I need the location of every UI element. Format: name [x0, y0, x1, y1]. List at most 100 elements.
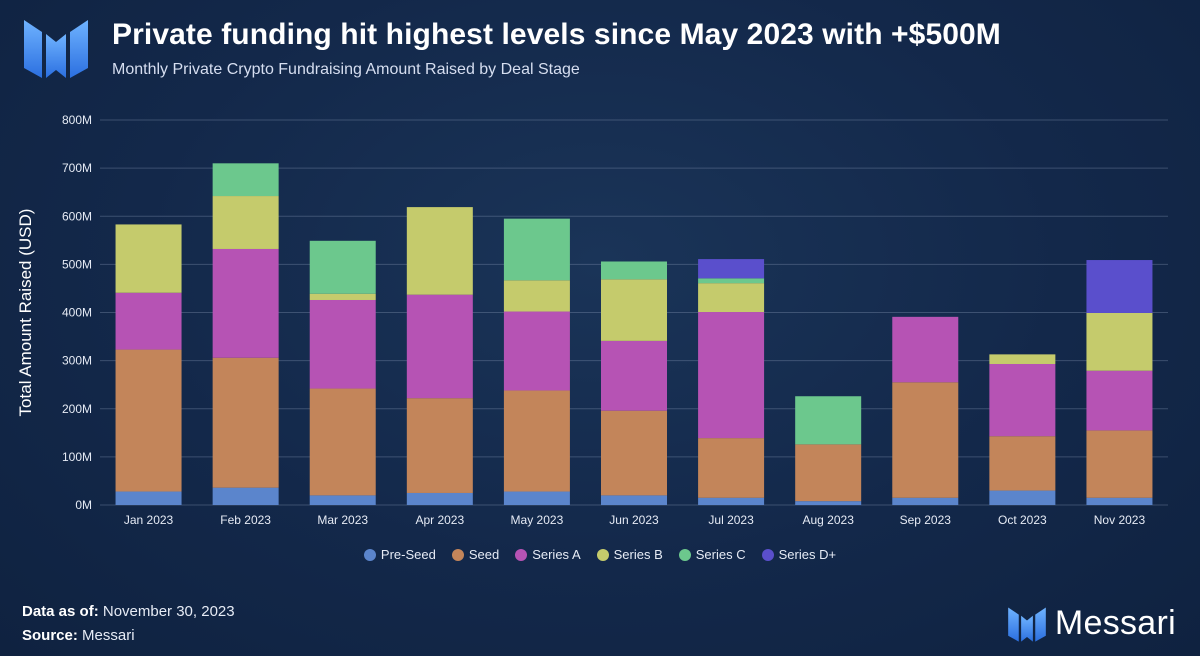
x-tick-label: Nov 2023: [1094, 513, 1146, 527]
legend-item: Series C: [678, 547, 746, 562]
chart-title: Private funding hit highest levels since…: [112, 18, 1001, 51]
bar-series-c-feb-2023: [212, 163, 279, 197]
y-tick-label: 400M: [62, 306, 92, 320]
bar-seed-sep-2023: [892, 382, 959, 498]
bar-pre-seed-jul-2023: [698, 497, 765, 505]
x-tick-label: Jan 2023: [124, 513, 174, 527]
bar-pre-seed-aug-2023: [795, 501, 862, 505]
bar-series-b-mar-2023: [309, 293, 376, 300]
x-tick-label: Feb 2023: [220, 513, 271, 527]
bar-series-c-jun-2023: [601, 261, 667, 280]
bar-pre-seed-oct-2023: [989, 490, 1056, 505]
legend-swatch: [678, 548, 691, 561]
legend-label: Seed: [468, 547, 500, 562]
y-tick-label: 300M: [62, 354, 92, 368]
bar-series-a-mar-2023: [309, 299, 376, 389]
bar-series-a-may-2023: [503, 311, 570, 391]
bar-series-c-jul-2023: [698, 278, 765, 284]
y-tick-label: 500M: [62, 257, 92, 271]
bar-series-b-jan-2023: [115, 224, 182, 293]
x-tick-label: Oct 2023: [998, 513, 1047, 527]
legend-item: Pre-Seed: [363, 547, 436, 562]
bar-seed-nov-2023: [1086, 430, 1153, 498]
bar-series-a-nov-2023: [1086, 370, 1153, 431]
bar-series-d--nov-2023: [1086, 260, 1153, 313]
bar-seed-aug-2023: [795, 444, 862, 502]
y-tick-label: 700M: [62, 161, 92, 175]
y-tick-label: 200M: [62, 402, 92, 416]
bar-series-a-feb-2023: [212, 248, 279, 358]
source-value: Messari: [82, 627, 135, 644]
legend-label: Series B: [613, 547, 663, 562]
brand-lockup: Messari: [1007, 604, 1176, 643]
bar-pre-seed-sep-2023: [892, 497, 959, 505]
bar-seed-jan-2023: [115, 349, 182, 492]
bar-pre-seed-feb-2023: [212, 487, 279, 505]
legend-swatch: [451, 548, 464, 561]
chart-subtitle: Monthly Private Crypto Fundraising Amoun…: [112, 61, 580, 78]
legend-label: Series D+: [778, 547, 837, 562]
messari-logo-icon: [24, 20, 88, 78]
x-tick-label: Jul 2023: [708, 513, 754, 527]
brand-name: Messari: [1054, 604, 1176, 642]
y-axis-label: Total Amount Raised (USD): [16, 209, 35, 417]
bar-series-a-sep-2023: [892, 316, 959, 383]
bar-seed-jul-2023: [698, 438, 765, 498]
legend-swatch: [515, 548, 528, 561]
bar-series-b-apr-2023: [406, 207, 473, 295]
y-tick-label: 100M: [62, 450, 92, 464]
bar-series-c-mar-2023: [309, 240, 376, 294]
bar-series-b-may-2023: [503, 280, 570, 312]
y-tick-label: 600M: [62, 209, 92, 223]
chart-legend: Pre-Seed Seed Series A Series B Series C Seri…: [0, 547, 1200, 562]
x-tick-label: Jun 2023: [609, 513, 659, 527]
x-tick-label: May 2023: [511, 513, 564, 527]
bar-pre-seed-mar-2023: [309, 495, 376, 505]
legend-swatch: [363, 548, 376, 561]
x-tick-label: Aug 2023: [802, 513, 854, 527]
legend-item: Seed: [451, 547, 500, 562]
source-line: Source: Messari: [22, 627, 135, 644]
data-as-of-line: Data as of: November 30, 2023: [22, 603, 235, 620]
bar-pre-seed-jan-2023: [115, 491, 182, 505]
bar-series-c-aug-2023: [795, 396, 862, 445]
x-tick-label: Mar 2023: [317, 513, 368, 527]
bar-seed-feb-2023: [212, 357, 279, 488]
legend-item: Series A: [515, 547, 581, 562]
data-as-of-value: November 30, 2023: [102, 603, 235, 620]
bar-pre-seed-nov-2023: [1086, 497, 1153, 505]
bar-pre-seed-may-2023: [503, 491, 570, 505]
bar-series-a-apr-2023: [406, 294, 473, 399]
bar-series-c-may-2023: [503, 218, 570, 281]
bar-seed-oct-2023: [989, 436, 1056, 491]
bar-seed-jun-2023: [601, 410, 667, 496]
legend-swatch: [596, 548, 609, 561]
bar-pre-seed-jun-2023: [601, 495, 667, 505]
y-tick-label: 0M: [75, 498, 92, 512]
brand-logo-icon: [1008, 607, 1046, 642]
bar-series-b-oct-2023: [989, 354, 1056, 364]
bar-seed-may-2023: [503, 390, 570, 492]
bar-seed-mar-2023: [309, 388, 376, 496]
bar-series-b-nov-2023: [1086, 312, 1153, 371]
source-label: Source:: [22, 627, 78, 644]
x-tick-label: Sep 2023: [900, 513, 952, 527]
bar-series-b-jul-2023: [698, 283, 765, 313]
legend-label: Series A: [532, 547, 581, 562]
bar-series-a-oct-2023: [989, 363, 1056, 437]
legend-swatch: [761, 548, 774, 561]
bar-series-b-jun-2023: [601, 279, 667, 341]
legend-label: Series C: [695, 547, 746, 562]
bar-pre-seed-apr-2023: [406, 492, 473, 505]
bar-series-a-jul-2023: [698, 312, 765, 439]
stacked-bar-chart: 0M 100M 200M 300M 400M 500M 600M 700M 800M Total …: [16, 113, 1168, 527]
bar-series-a-jun-2023: [601, 340, 667, 411]
x-tick-label: Apr 2023: [415, 513, 464, 527]
legend-item: Series D+: [761, 547, 837, 562]
bar-series-d--jul-2023: [698, 259, 765, 279]
legend-label: Pre-Seed: [380, 547, 436, 562]
y-tick-label: 800M: [62, 113, 92, 127]
bar-series-a-jan-2023: [115, 292, 182, 350]
bar-seed-apr-2023: [406, 398, 473, 493]
data-as-of-label: Data as of:: [22, 603, 99, 620]
